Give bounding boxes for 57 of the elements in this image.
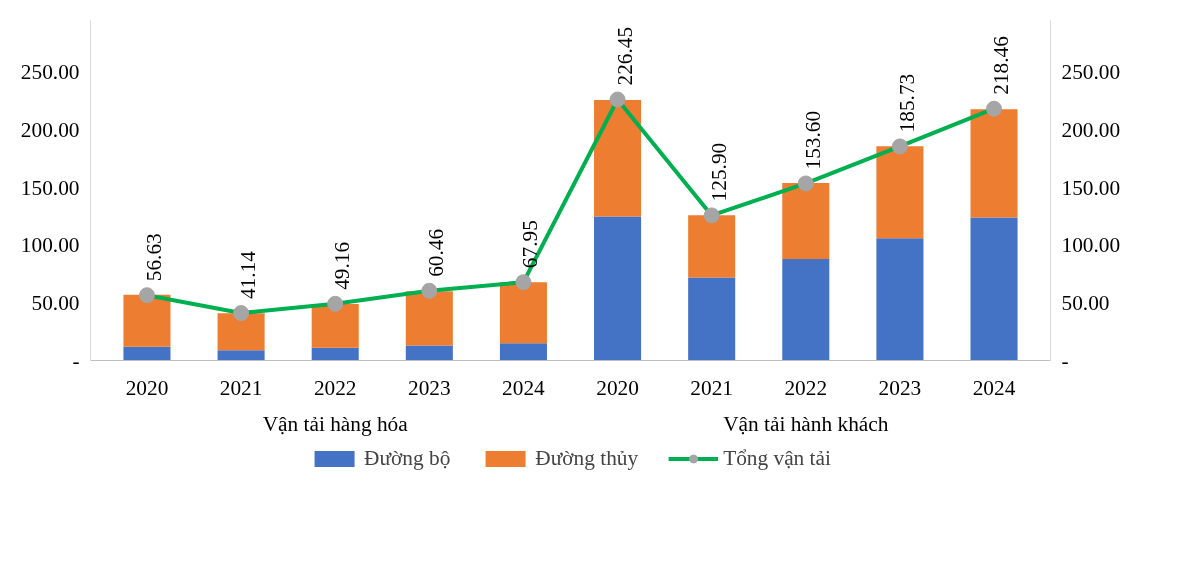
bar (876, 146, 924, 239)
x-tick-label: 2024 (502, 375, 546, 400)
y2-tick-label: 250.00 (1061, 60, 1121, 85)
legend-label: Tổng vận tải (723, 445, 831, 471)
data-label: 226.45 (612, 26, 637, 86)
data-label: 41.14 (236, 250, 261, 300)
bar (594, 216, 642, 361)
bar (876, 238, 924, 361)
data-label: 185.73 (894, 73, 919, 133)
data-label: 125.90 (706, 142, 731, 202)
bar (405, 291, 453, 346)
y-tick-label: 50.00 (31, 290, 80, 315)
y-tick-label: 150.00 (20, 175, 80, 200)
bar (311, 347, 359, 361)
bar (123, 346, 171, 361)
y2-tick-label: - (1061, 348, 1069, 373)
data-label: 56.63 (141, 233, 166, 282)
x-tick-label: 2023 (878, 375, 922, 400)
bar (782, 259, 830, 361)
data-label: 218.46 (989, 35, 1014, 95)
text: Vận tải hành khách (723, 411, 889, 436)
bar (970, 109, 1018, 218)
bar (782, 183, 830, 260)
y-tick-label: - (72, 348, 80, 373)
bar (217, 350, 265, 361)
legend-label: Đường thủy (535, 445, 639, 471)
y2-tick-label: 150.00 (1061, 175, 1121, 200)
bar (405, 345, 453, 361)
data-label: 49.16 (330, 241, 355, 290)
data-label: 67.95 (518, 220, 543, 269)
y2-tick-label: 200.00 (1061, 117, 1121, 142)
bar (499, 282, 547, 344)
bar (970, 217, 1018, 361)
bar (594, 100, 642, 217)
y-tick-label: 100.00 (20, 233, 80, 258)
x-tick-label: 2022 (784, 375, 828, 400)
y2-tick-label: 100.00 (1061, 233, 1121, 258)
bar (311, 304, 359, 348)
bar (123, 294, 171, 347)
x-tick-label: 2021 (690, 375, 733, 400)
x-tick-label: 2021 (219, 375, 263, 400)
x-tick-label: 2024 (972, 375, 1016, 400)
bar (217, 313, 265, 351)
y-tick-label: 200.00 (20, 117, 80, 142)
x-tick-label: 2020 (596, 375, 639, 400)
x-tick-label: 2020 (125, 375, 169, 400)
bar (688, 215, 736, 278)
legend-label: Đường bộ (364, 445, 451, 471)
bar (499, 343, 547, 361)
data-label: 153.60 (800, 110, 825, 170)
x-tick-label: 2022 (313, 375, 357, 400)
y2-tick-label: 50.00 (1061, 290, 1110, 315)
text: Vận tải hàng hóa (262, 411, 409, 436)
y-tick-label: 250.00 (20, 60, 80, 85)
data-label: 60.46 (424, 228, 449, 277)
bar (688, 277, 736, 361)
x-tick-label: 2023 (408, 375, 451, 400)
